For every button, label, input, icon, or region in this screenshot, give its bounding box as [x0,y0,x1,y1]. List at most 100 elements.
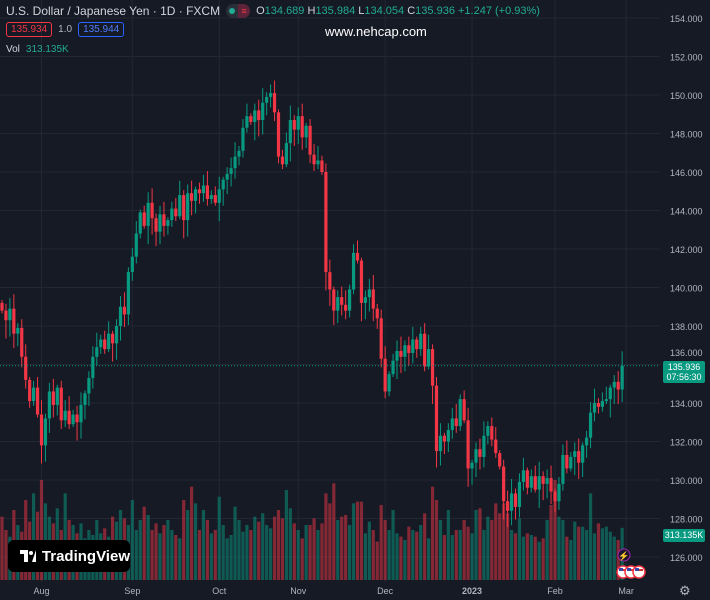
candle-body [454,418,458,427]
volume-bar [158,533,162,580]
volume-bar [166,520,170,580]
candle [592,388,597,422]
candle [379,309,383,368]
candle [201,174,206,202]
candle [8,298,12,337]
candle [63,400,67,428]
candle-body [71,414,75,425]
candle-body [138,212,142,234]
candle [12,294,16,349]
sell-button[interactable]: 135.934 [6,22,53,37]
candle [486,421,490,445]
candle-body [142,212,146,226]
volume-bar [63,493,67,580]
volume-bar [182,500,186,580]
candle [213,186,217,206]
buy-button[interactable]: 135.944 [78,22,125,37]
volume-bar [201,510,206,580]
volume-bar [592,533,597,580]
candle-body [427,349,431,367]
volume-bar [312,518,316,580]
legend-header: U.S. Dollar / Japanese Yen · 1D · FXCM ≡… [6,4,540,18]
candle [39,400,44,464]
candle-body [225,173,229,180]
symbol-title[interactable]: U.S. Dollar / Japanese Yen · 1D · FXCM [6,4,221,18]
x-tick-label: Sep [124,586,140,596]
candle-body [205,185,209,199]
volume-bar [604,526,608,580]
candle [47,382,51,433]
candle [83,390,87,420]
candle [146,192,150,245]
candle-body [221,179,225,190]
candle-body [521,470,525,482]
candle-body [158,214,162,232]
volume-bar [553,480,557,580]
volume-bar [423,513,427,580]
x-tick-label: Oct [212,586,227,596]
volume-bar [336,520,340,580]
candle [138,209,142,239]
candle-body [178,195,182,217]
volume-bar [4,530,8,580]
candle [387,371,391,397]
settings-gear-icon[interactable]: ⚙ [679,583,691,598]
candle-body [367,289,371,298]
candle [521,457,525,491]
candle [399,336,403,374]
candle-body [486,426,490,436]
candle-body [336,297,340,311]
flag-canton [635,568,639,571]
candle-body [419,333,423,350]
candle-body [529,476,533,488]
volume-bar [257,521,261,580]
current-price: 135.936 [667,362,701,372]
tradingview-logo[interactable]: TradingView [8,540,130,572]
candle-body [59,387,63,421]
candle-body [328,272,332,290]
volume-bar [403,540,407,580]
volume-bar [411,530,415,580]
y-tick-label: 136.000 [670,348,703,358]
candle-body [608,387,612,400]
candle [565,440,569,474]
candle-body [600,401,604,407]
candle-body [16,327,20,334]
volume-bar [561,520,565,580]
candle-body [28,379,32,402]
volume-bar [486,516,490,580]
candle-body [170,208,174,221]
candle-body [249,116,253,122]
volume-bar [272,516,277,580]
candle-body [592,403,597,413]
y-tick-label: 140.000 [670,284,703,294]
volume-bar [359,501,364,580]
volume-bar [371,530,375,580]
candle-body [241,127,245,151]
market-status-toggle[interactable]: ≡ [226,4,251,18]
candle [375,303,379,329]
candle-body [379,318,383,359]
volume-bar [616,540,620,580]
volume-bar [450,535,454,580]
watermark: www.nehcap.com [325,24,427,39]
candle [478,438,482,470]
candle [130,248,134,281]
candle-body [67,410,71,425]
candle [509,479,514,526]
candle-body [498,453,502,467]
candle [308,119,312,164]
candle [585,430,589,458]
volume-bar [506,513,510,580]
candle [87,371,91,406]
candle-body [569,456,573,469]
volume-bar [513,533,518,580]
current-price-label: 135.936 07:56:30 [663,361,705,383]
x-tick-label: Nov [290,586,307,596]
candle-body [411,339,415,353]
candle-body [581,445,585,463]
candle [549,465,553,505]
candle [395,340,399,379]
